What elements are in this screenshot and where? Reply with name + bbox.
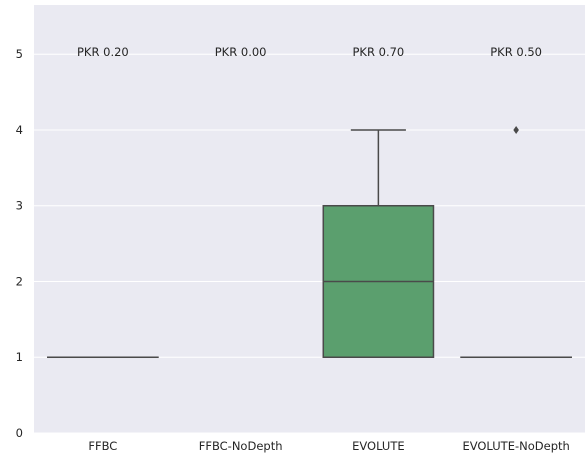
pkr-annotation: PKR 0.50: [490, 45, 542, 59]
pkr-annotation: PKR 0.70: [353, 45, 405, 59]
x-tick-label: FFBC-NoDepth: [199, 439, 283, 453]
x-tick-label: EVOLUTE-NoDepth: [462, 439, 569, 453]
y-tick-label: 1: [16, 350, 23, 364]
y-tick-label: 2: [16, 274, 23, 288]
y-tick-label: 0: [16, 426, 23, 440]
box-evolute-nodepth: [460, 125, 572, 359]
plot-area: [34, 5, 585, 433]
outlier-point: [513, 125, 519, 134]
y-tick-label: 5: [16, 47, 23, 61]
x-axis-ticks: FFBC FFBC-NoDepth EVOLUTE EVOLUTE-NoDepth: [88, 439, 569, 453]
pkr-annotation: PKR 0.00: [215, 45, 267, 59]
y-tick-label: 4: [16, 123, 23, 137]
pkr-annotations: PKR 0.20 PKR 0.00 PKR 0.70 PKR 0.50: [77, 45, 542, 59]
box-evolute: [322, 129, 435, 358]
boxes-layer: [47, 125, 572, 359]
x-tick-label: FFBC: [88, 439, 117, 453]
pkr-annotation: PKR 0.20: [77, 45, 129, 59]
y-axis-ticks: 0 1 2 3 4 5: [16, 47, 23, 440]
x-tick-label: EVOLUTE: [352, 439, 405, 453]
y-tick-label: 3: [16, 199, 23, 213]
